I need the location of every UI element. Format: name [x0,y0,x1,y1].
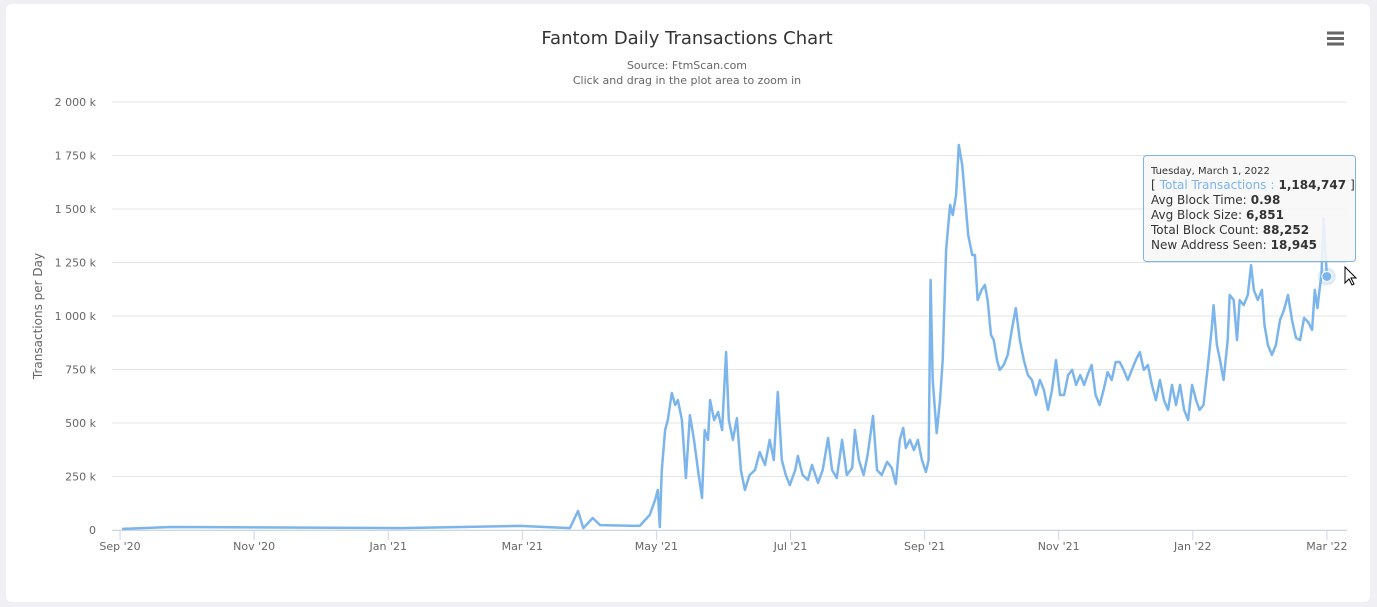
tooltip-value: 18,945 [1271,238,1317,252]
y-tick-label: 1 000 k [55,310,97,323]
tooltip-row: Total Block Count: 88,252 [1150,223,1309,237]
y-tick-label: 500 k [65,417,96,430]
tooltip-label: Total Block Count: [1150,223,1259,237]
tooltip: Tuesday, March 1, 2022[Total Transaction… [1143,155,1356,262]
tooltip-row: Avg Block Time: 0.98 [1151,193,1280,207]
tooltip-text: ] [1350,178,1355,192]
tooltip-series: [Total Transactions:1,184,747] [1151,178,1355,192]
x-tick-label: Jan '21 [368,540,406,553]
card [6,4,1370,602]
y-tick-label: 2 000 k [55,96,97,109]
x-tick-label: Jul '21 [773,540,808,553]
tooltip-value: 88,252 [1263,223,1309,237]
tooltip-box [1143,155,1356,262]
x-tick-label: Jan '22 [1173,540,1211,553]
y-tick-label: 750 k [65,364,96,377]
x-tick-label: Nov '21 [1038,540,1080,553]
x-tick-label: Nov '20 [233,540,275,553]
tooltip-label: Avg Block Time: [1151,193,1247,207]
tooltip-text: Total Transactions [1159,178,1267,192]
y-axis-label: Transactions per Day [31,253,45,380]
tooltip-text: : [1270,178,1274,192]
x-tick-label: May '21 [635,540,678,553]
line-series [122,143,1329,531]
tooltip-row: New Address Seen: 18,945 [1151,238,1317,252]
chart-title: Fantom Daily Transactions Chart [541,28,832,49]
tooltip-value: 0.98 [1251,193,1281,207]
hover-point [1321,270,1333,282]
menu-button[interactable] [1327,31,1344,46]
tooltip-label: New Address Seen: [1151,238,1267,252]
tooltip-text: 1,184,747 [1278,178,1346,192]
tooltip-label: Avg Block Size: [1151,208,1242,222]
cursor [1344,265,1358,286]
tooltip-text: [ [1151,178,1156,192]
subtitle: Source: FtmScan.com [627,59,747,72]
y-tick-label: 250 k [65,471,96,484]
x-tick-label: Mar '22 [1306,540,1347,553]
tooltip-row: Avg Block Size: 6,851 [1151,208,1284,222]
x-tick-label: Mar '21 [502,540,543,553]
subtitle: Click and drag in the plot area to zoom … [573,74,801,87]
y-tick-label: 1 500 k [55,203,97,216]
x-tick-label: Sep '20 [99,540,140,553]
tooltip-date: Tuesday, March 1, 2022 [1150,166,1270,177]
x-tick-label: Sep '21 [904,540,945,553]
tooltip-value: 6,851 [1246,208,1284,222]
y-tick-label: 1 750 k [55,150,97,163]
y-tick-label: 0 [89,524,96,537]
y-tick-label: 1 250 k [55,257,97,270]
